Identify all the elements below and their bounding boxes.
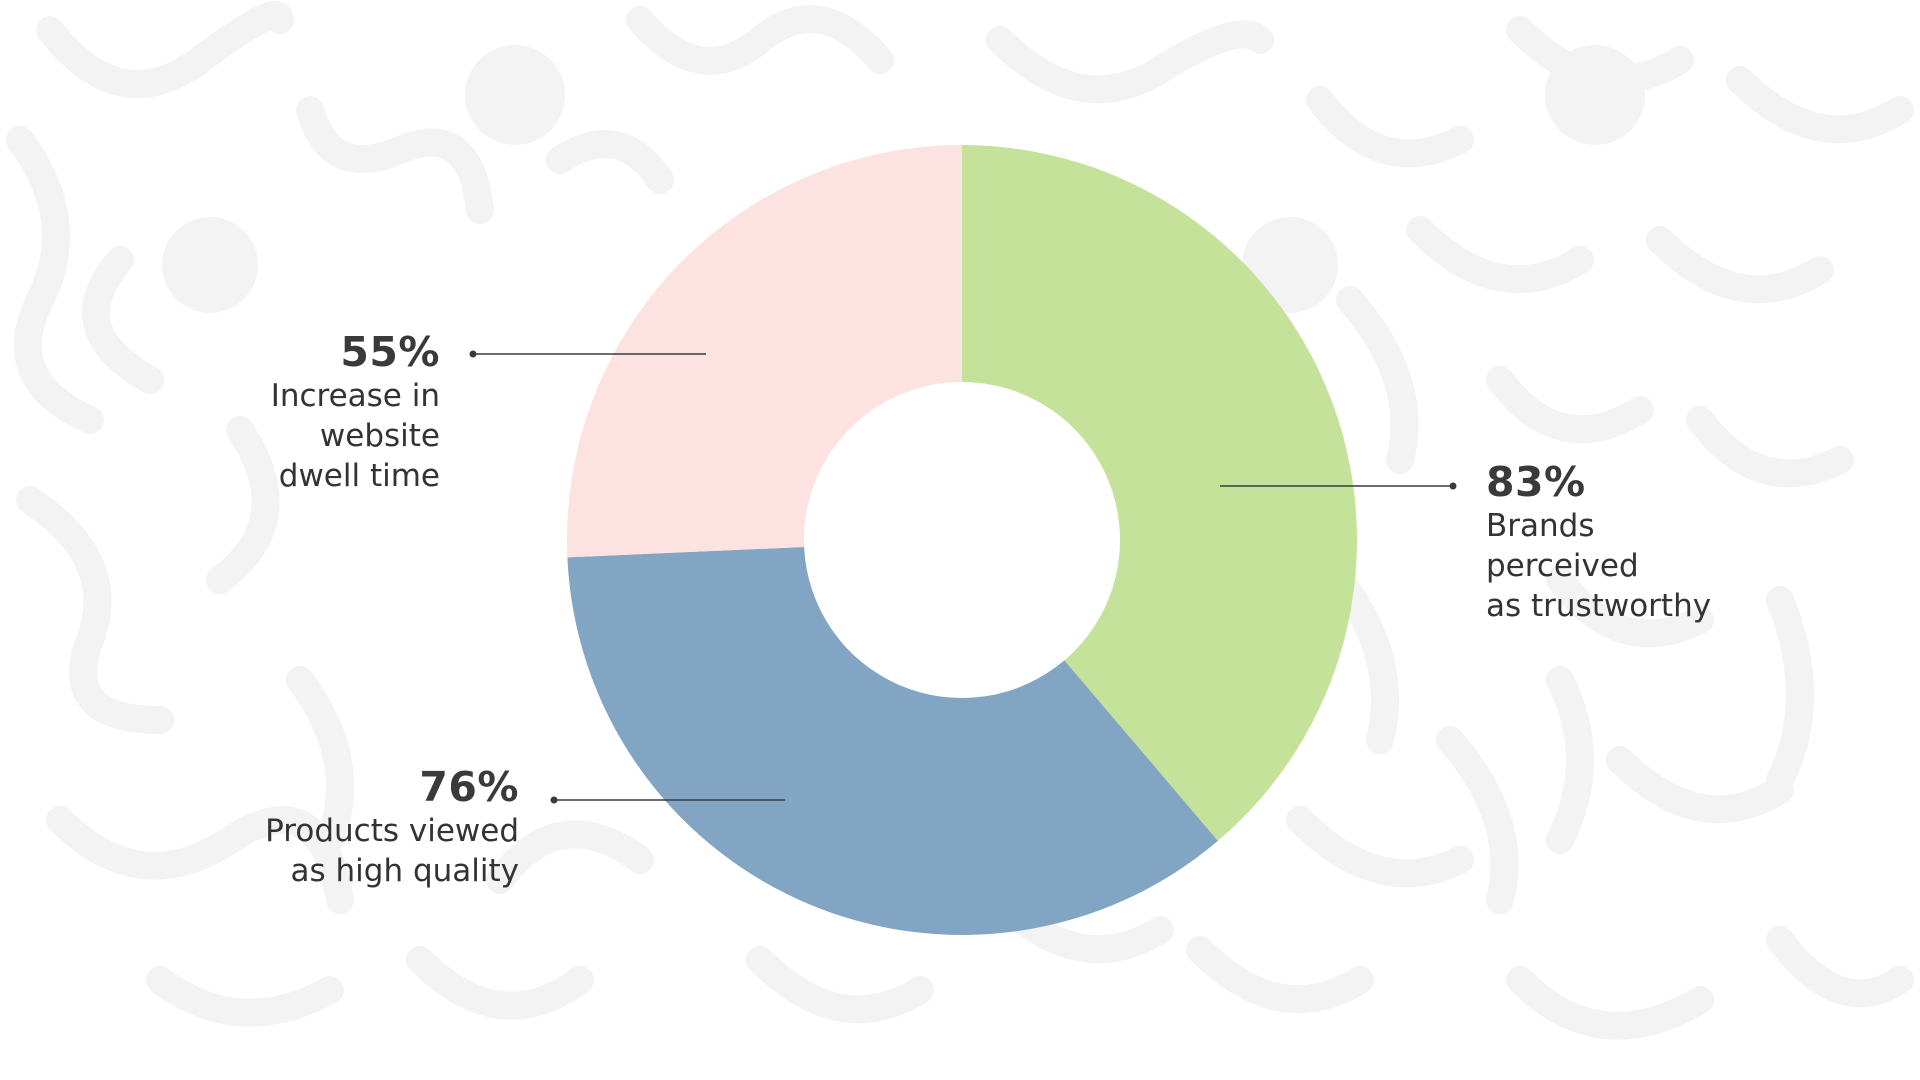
label-76: 76% Products viewed as high quality <box>265 763 519 891</box>
description-line: Products viewed <box>265 813 519 849</box>
description-line: Increase in <box>270 378 440 414</box>
leader-dot <box>1449 482 1457 490</box>
description-line: perceived <box>1486 548 1639 584</box>
description-line: website <box>319 418 440 454</box>
slice-description: Increase in website dwell time <box>271 376 440 496</box>
description-line: as trustworthy <box>1486 588 1712 624</box>
value-label: 55% <box>340 328 440 376</box>
donut-slice-55 <box>566 145 962 558</box>
donut-slice-83 <box>962 145 1357 841</box>
value-label: 76% <box>419 763 519 811</box>
leader-dot <box>469 350 477 358</box>
value-label: 83% <box>1486 458 1586 506</box>
label-83: 83% Brands perceived as trustworthy <box>1486 458 1711 626</box>
leader-dot <box>550 796 558 804</box>
slice-description: Products viewed as high quality <box>265 811 519 891</box>
description-line: as high quality <box>290 853 520 889</box>
label-55: 55% Increase in website dwell time <box>271 328 440 496</box>
slice-description: Brands perceived as trustworthy <box>1486 506 1711 626</box>
description-line: dwell time <box>278 458 440 494</box>
donut-slice-76 <box>567 546 1218 935</box>
description-line: Brands <box>1486 508 1595 544</box>
